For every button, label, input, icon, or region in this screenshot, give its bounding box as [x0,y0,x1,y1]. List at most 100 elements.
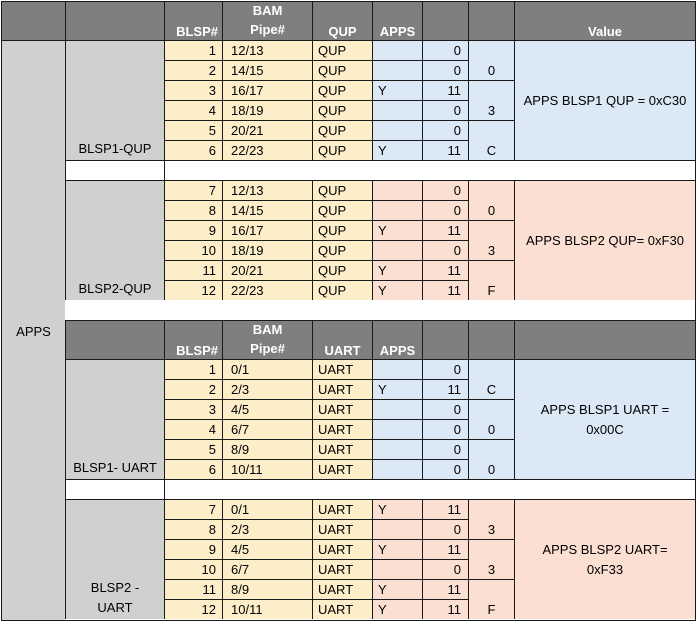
hex-nibble-text: 3 [487,522,496,537]
blsp-number: 8 [164,200,222,220]
group-label: BLSP1-QUP [65,40,164,160]
apps-flag [372,439,422,459]
apps-flag: Y [372,599,422,619]
bam-pipe-text: 20/21 [231,123,264,138]
interface-type-text: UART [318,422,354,437]
header-group-blank [65,1,164,40]
binary-bits: 11 [422,80,468,100]
group-label-text: BLSP1-QUP [78,141,152,156]
interface-type: QUP [312,140,372,160]
blsp-number: 9 [164,539,222,559]
binary-bits-text: 0 [453,462,461,477]
blsp-number: 12 [164,599,222,619]
hex-value: APPS BLSP1 UART = 0x00C [514,359,695,479]
hex-nibble: 0 [468,399,514,439]
binary-bits-text: 0 [453,103,461,118]
hex-nibble: F [468,260,514,300]
binary-bits: 0 [422,200,468,220]
bam-pipe-text: 6/7 [231,422,250,437]
bam-pipe: 14/15 [222,200,312,220]
interface-type-text: UART [318,582,354,597]
hex-nibble: 3 [468,220,514,260]
binary-bits: 0 [422,240,468,260]
interface-type-text: UART [318,382,354,397]
interface-type-text: QUP [318,63,347,78]
interface-type-text: QUP [318,123,347,138]
interface-type: UART [312,519,372,539]
interface-type: UART [312,599,372,619]
apps-flag [372,60,422,80]
bam-pipe: 0/1 [222,359,312,379]
apps-label: APPS [1,40,65,621]
interface-type-text: QUP [318,143,347,158]
blsp-number-text: 1 [208,362,216,377]
apps-flag: Y [372,140,422,160]
interface-type-text: UART [318,402,354,417]
blsp-number: 2 [164,379,222,399]
binary-bits-text: 0 [453,362,461,377]
blsp-number: 8 [164,519,222,539]
header-blsp: BLSP# [164,320,222,359]
interface-type: QUP [312,60,372,80]
blsp-number-text: 6 [208,143,216,158]
hex-value: APPS BLSP2 QUP= 0xF30 [514,180,695,300]
header-value-text: Value [588,24,622,39]
apps-flag: Y [372,499,422,519]
bam-pipe-text: 4/5 [231,402,250,417]
bam-pipe: 16/17 [222,80,312,100]
binary-bits-text: 0 [453,562,461,577]
hex-nibble-text: 0 [487,203,496,218]
bam-pipe-text: 22/23 [231,143,264,158]
header-blsp-text: BLSP# [176,343,218,358]
interface-type-text: UART [318,462,354,477]
blsp-number: 12 [164,280,222,300]
bam-pipe-text: 8/9 [231,442,250,457]
bam-pipe: 4/5 [222,539,312,559]
bam-pipe: 8/9 [222,439,312,459]
binary-bits-text: 0 [453,402,461,417]
apps-flag: Y [372,539,422,559]
bam-pipe-text: 18/19 [231,243,264,258]
binary-bits: 0 [422,40,468,60]
bam-pipe: 20/21 [222,120,312,140]
interface-type-text: QUP [318,263,347,278]
binary-bits: 0 [422,399,468,419]
spacer-cell [65,160,164,180]
bam-pipe-text: 10/11 [231,462,263,477]
blsp-number-text: 12 [201,602,216,617]
apps-flag: Y [372,220,422,240]
blsp-number-text: 9 [208,223,216,238]
header-blsp-text: BLSP# [176,24,218,39]
interface-type: QUP [312,280,372,300]
apps-label-text: APPS [16,323,51,339]
apps-flag [372,559,422,579]
bam-pipe: 6/7 [222,419,312,439]
blsp-number: 4 [164,100,222,120]
apps-flag [372,240,422,260]
binary-bits: 0 [422,100,468,120]
bam-pipe: 2/3 [222,379,312,399]
binary-bits-text: 11 [447,382,462,397]
hex-nibble: F [468,579,514,619]
binary-bits-text: 11 [447,602,462,617]
blsp-number-text: 8 [208,203,216,218]
hex-nibble: 0 [468,439,514,479]
bam-pipe: 20/21 [222,260,312,280]
apps-flag [372,180,422,200]
binary-bits: 0 [422,439,468,459]
binary-bits-text: 0 [453,243,461,258]
apps-flag [372,419,422,439]
header-blank [422,320,468,359]
binary-bits-text: 11 [447,223,462,238]
interface-type-text: UART [318,442,354,457]
interface-type-text: QUP [318,103,347,118]
binary-bits-text: 11 [447,502,462,517]
binary-bits: 0 [422,559,468,579]
apps-flag-text: Y [378,602,387,617]
hex-nibble-text: 3 [487,103,496,118]
bam-pipe-text: 12/13 [231,43,264,58]
header-apps: APPS [372,320,422,359]
binary-bits: 11 [422,579,468,599]
corner-header [1,1,65,40]
bam-pipe: 10/11 [222,459,312,479]
